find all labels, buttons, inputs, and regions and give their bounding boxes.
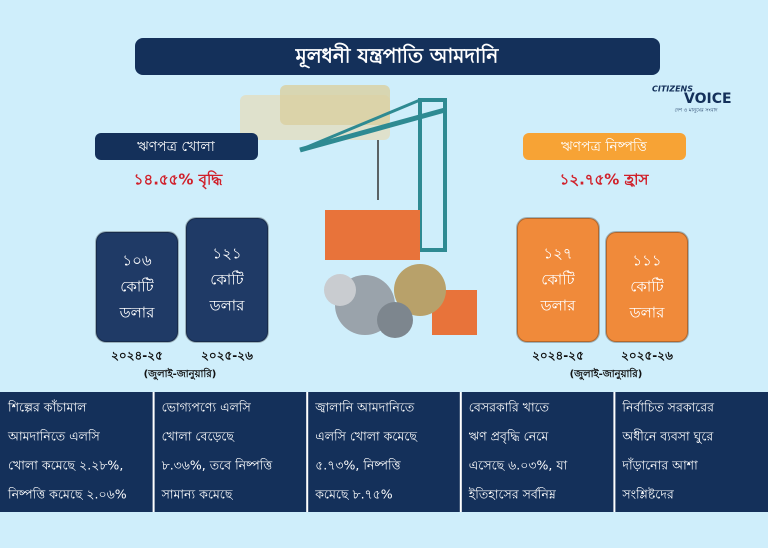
logo-main: VOICE: [684, 91, 732, 107]
note-line: সামান্য কমেছে: [161, 487, 234, 502]
note-line: ৫.৭৩%, নিষ্পত্তি: [315, 458, 401, 473]
block-period: ২০২৫-২৬: [201, 349, 253, 363]
note-line: ইতিহাসের সর্বনিম্ন: [468, 487, 557, 502]
panel-label: ঋণপত্র খোলা: [137, 139, 216, 155]
value-block: [95, 231, 179, 343]
notes-band: [0, 392, 768, 512]
panel-label-box: [95, 133, 258, 160]
note-line: খোলা কমেছে ২.২৮%,: [8, 458, 123, 473]
logo-tagline: দেশ ও মানুষের সংবাদ: [674, 108, 717, 114]
note-line: জ্বালানি আমদানিতে: [314, 400, 415, 415]
block-unit: কোটি: [541, 271, 575, 289]
note-line: অধীনে ব্যবসা ঘুরে: [621, 429, 714, 445]
note-line: নিষ্পত্তি কমেছে ২.০৬%: [7, 487, 127, 502]
block-amount: ১২৭: [543, 245, 572, 263]
panel-change: ১২.৭৫% হ্রাস: [560, 171, 650, 189]
note-line: কমেছে ৮.৭৫%: [314, 487, 393, 502]
block-amount: ১২১: [212, 245, 241, 263]
block-unit: কোটি: [120, 278, 154, 296]
note-line: ঋণ প্রবৃদ্ধি নেমে: [469, 429, 549, 445]
block-amount: ১০৬: [122, 252, 151, 270]
panel-change: ১৪.৫৫% বৃদ্ধি: [134, 170, 224, 191]
block-period: ২০২৫-২৬: [621, 349, 673, 363]
note-line: দাঁড়ানোর আশা: [621, 458, 698, 473]
note-line: বেসরকারি খাতে: [469, 400, 550, 415]
note-line: এসেছে ৬.০৩%, যা: [469, 458, 568, 473]
block-unit: ডলার: [119, 304, 156, 322]
block-period: ২০২৪-২৫: [111, 349, 163, 363]
value-block: [516, 217, 600, 343]
note-line: নির্বাচিত সরকারের: [621, 400, 715, 415]
note-line: শিল্পের কাঁচামাল: [7, 400, 87, 415]
note-line: খোলা বেড়েছে: [162, 429, 236, 444]
value-block: [605, 231, 689, 343]
block-unit: কোটি: [210, 271, 244, 289]
logo-top: CITIZENS: [652, 85, 693, 94]
crane-illustration: [240, 85, 477, 338]
title: মূলধনী যন্ত্রপাতি আমদানি: [295, 43, 500, 69]
panel-note: (জুলাই-জানুয়ারি): [570, 367, 643, 381]
panel-note: (জুলাই-জানুয়ারি): [144, 367, 217, 381]
note-line: ৮.৩৬%, তবে নিষ্পত্তি: [162, 458, 274, 473]
title-bar: [135, 38, 660, 75]
value-block: [185, 217, 269, 343]
note-line: এলসি খোলা কমেছে: [315, 429, 418, 444]
note-line: ভোগ্যপণ্যে এলসি: [162, 400, 252, 415]
block-unit: ডলার: [209, 297, 246, 315]
note-line: আমদানিতে এলসি: [7, 429, 101, 444]
panel-label: ঋণপত্র নিষ্পত্তি: [561, 138, 648, 155]
block-unit: ডলার: [540, 297, 577, 315]
panel-label-box: [523, 133, 686, 160]
block-amount: ১১১: [632, 252, 661, 270]
block-period: ২০২৪-২৫: [532, 349, 584, 363]
block-unit: কোটি: [630, 278, 664, 296]
block-unit: ডলার: [629, 304, 666, 322]
note-line: সংশ্লিষ্টদের: [621, 487, 674, 502]
